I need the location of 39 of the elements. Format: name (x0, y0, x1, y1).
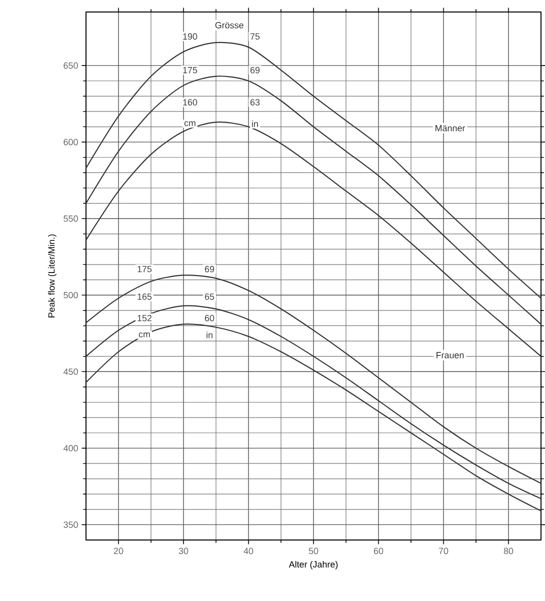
annotation: in (252, 120, 258, 127)
x-tick-label: 40 (244, 548, 254, 554)
annotation: Grösse (215, 22, 244, 28)
line-series (85, 122, 542, 357)
annotation: 160 (183, 99, 198, 106)
annotation: 75 (250, 33, 260, 40)
annotation: 190 (183, 33, 198, 40)
x-tick-label: 20 (114, 548, 124, 554)
annotation: 152 (138, 314, 152, 322)
annotation: Frauen (436, 352, 464, 358)
annotation: 165 (138, 293, 152, 300)
annotation: Männer (436, 125, 466, 132)
y-tick-label: 350 (64, 522, 78, 528)
x-axis-title: Alter (Jahre) (288, 560, 338, 570)
x-tick-label: 60 (374, 548, 384, 554)
x-tick-label: 50 (308, 548, 318, 554)
line-series (85, 274, 542, 484)
x-tick-label: 80 (504, 548, 514, 554)
line-series (85, 42, 542, 299)
annotation: 60 (204, 314, 214, 322)
y-tick-label: 450 (63, 368, 78, 375)
y-tick-label: 500 (64, 292, 78, 298)
y-tick-label: 650 (64, 62, 78, 69)
annotation: 69 (204, 266, 214, 272)
annotation: in (206, 332, 212, 338)
y-tick-label: 400 (63, 444, 78, 452)
annotation: 175 (183, 67, 198, 74)
x-tick-label: 70 (438, 548, 448, 554)
annotation: 175 (138, 266, 152, 272)
annotation: 65 (204, 293, 214, 300)
annotation: 63 (250, 99, 260, 106)
line-series (85, 76, 542, 325)
annotation: cm (184, 121, 196, 126)
y-tick-label: 550 (64, 215, 78, 222)
x-tick-label: 30 (178, 548, 188, 554)
y-tick-label: 600 (64, 138, 78, 146)
annotation: cm (138, 332, 150, 338)
y-axis-title: Peak flow (Liter/Min.) (48, 234, 56, 318)
annotation: 69 (250, 66, 260, 74)
